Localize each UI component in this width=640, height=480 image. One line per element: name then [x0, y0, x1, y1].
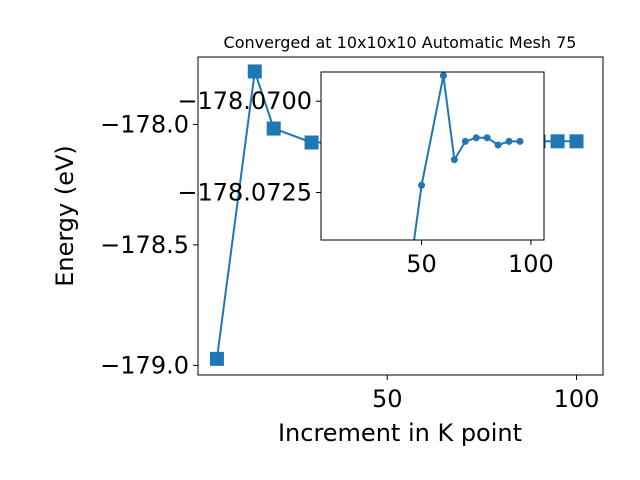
main-data-point [266, 121, 281, 136]
main-y-tick-label: −179.0 [100, 351, 189, 379]
inset-data-point [494, 141, 502, 149]
inset-data-point [505, 137, 513, 145]
inset-x-tick-label: 100 [508, 250, 554, 278]
inset-background [321, 72, 544, 240]
main-x-tick-label: 50 [372, 385, 403, 413]
inset-axes: 50 100 −178.0725 −178.0700 [177, 71, 554, 278]
inset-plot-frame [320, 71, 545, 241]
inset-data-point [472, 134, 480, 142]
inset-x-tick-label: 50 [406, 250, 437, 278]
main-data-point [550, 134, 565, 149]
main-data-point [304, 135, 319, 150]
main-data-point [209, 351, 224, 366]
chart-title: Converged at 10x10x10 Automatic Mesh 75 [224, 33, 577, 52]
inset-data-point [439, 72, 447, 80]
main-data-point [247, 64, 262, 79]
inset-data-point [418, 181, 426, 189]
y-axis-label: Energy (eV) [51, 145, 79, 287]
inset-data-point [461, 137, 469, 145]
inset-y-tick-label: −178.0725 [177, 179, 312, 207]
x-axis-label: Increment in K point [278, 419, 522, 447]
inset-data-point [450, 156, 458, 164]
inset-y-tick-label: −178.0700 [177, 87, 312, 115]
inset-y-ticks: −178.0725 −178.0700 [177, 87, 321, 207]
main-y-ticks: −179.0 −178.5 −178.0 [100, 110, 198, 379]
inset-data-point [483, 134, 491, 142]
inset-series [413, 72, 524, 240]
inset-series-line [413, 75, 520, 240]
main-data-point [569, 134, 584, 149]
inset-data-point [516, 137, 524, 145]
main-y-tick-label: −178.5 [100, 231, 189, 259]
main-y-tick-label: −178.0 [100, 110, 189, 138]
main-x-tick-label: 100 [554, 385, 600, 413]
inset-x-ticks: 50 100 [406, 240, 554, 278]
main-x-ticks: 50 100 [372, 375, 599, 413]
